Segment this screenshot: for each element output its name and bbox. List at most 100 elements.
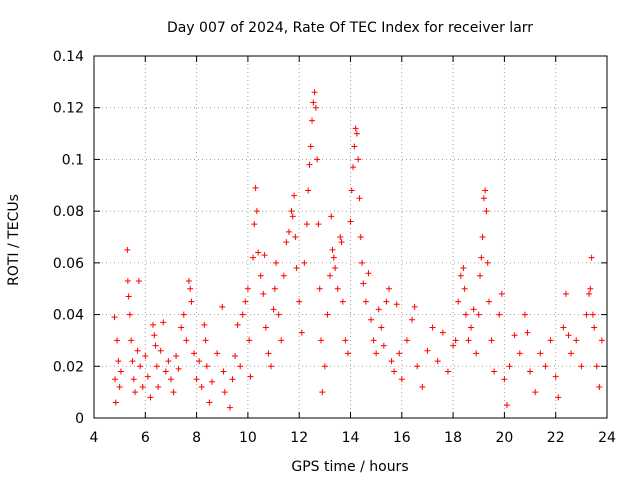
- data-point: [242, 298, 249, 305]
- data-point: [111, 314, 118, 321]
- data-point: [516, 350, 523, 357]
- data-point: [149, 321, 156, 328]
- data-point: [465, 337, 472, 344]
- y-tick-label: 0.14: [53, 49, 84, 65]
- data-point: [117, 368, 124, 375]
- data-point: [237, 363, 244, 370]
- data-point: [250, 254, 257, 261]
- data-point: [301, 259, 308, 266]
- data-point: [486, 298, 493, 305]
- data-point: [173, 352, 180, 359]
- data-point: [375, 306, 382, 313]
- data-point: [587, 285, 594, 292]
- data-point: [470, 306, 477, 313]
- data-point: [328, 213, 335, 220]
- data-point: [338, 239, 345, 246]
- data-point: [348, 187, 355, 194]
- data-point: [324, 311, 331, 318]
- data-point: [552, 373, 559, 380]
- data-point: [252, 184, 259, 191]
- data-point: [501, 376, 508, 383]
- data-point: [352, 125, 359, 132]
- y-tick-label: 0.08: [53, 204, 84, 220]
- data-point: [521, 311, 528, 318]
- data-point: [125, 293, 132, 300]
- data-point: [201, 321, 208, 328]
- data-point: [208, 378, 215, 385]
- y-tick-label: 0: [75, 411, 84, 427]
- data-point: [588, 254, 595, 261]
- data-point: [261, 252, 268, 259]
- data-point: [356, 195, 363, 202]
- data-point: [455, 298, 462, 305]
- data-point: [267, 363, 274, 370]
- data-point: [309, 117, 316, 124]
- data-point: [183, 337, 190, 344]
- data-point: [403, 337, 410, 344]
- data-point: [278, 337, 285, 344]
- data-point: [496, 311, 503, 318]
- data-point: [191, 350, 198, 357]
- y-tick-label: 0.1: [62, 152, 84, 168]
- data-point: [537, 350, 544, 357]
- data-point: [305, 187, 312, 194]
- data-point: [160, 319, 167, 326]
- data-point: [229, 376, 236, 383]
- data-point: [383, 298, 390, 305]
- data-point: [198, 383, 205, 390]
- data-point: [593, 363, 600, 370]
- data-point: [360, 280, 367, 287]
- data-point: [329, 246, 336, 253]
- data-point: [439, 329, 446, 336]
- data-point: [175, 365, 182, 372]
- data-point: [275, 311, 282, 318]
- data-point: [503, 402, 510, 409]
- data-point: [185, 277, 192, 284]
- grid-lines: [94, 56, 607, 418]
- data-point: [312, 104, 319, 111]
- data-point: [244, 285, 251, 292]
- data-point: [362, 298, 369, 305]
- x-tick-label: 12: [290, 430, 308, 446]
- data-point: [326, 272, 333, 279]
- data-point: [132, 389, 139, 396]
- data-point: [221, 389, 228, 396]
- data-point: [315, 221, 322, 228]
- y-tick-label: 0.12: [53, 101, 84, 117]
- data-point: [342, 337, 349, 344]
- data-point: [134, 347, 141, 354]
- x-tick-label: 6: [141, 430, 150, 446]
- data-point: [270, 306, 277, 313]
- y-axis-label: ROTI / TECUs: [6, 194, 22, 286]
- data-point: [591, 324, 598, 331]
- data-point: [542, 363, 549, 370]
- data-point: [187, 285, 194, 292]
- y-tick-label: 0.04: [53, 308, 84, 324]
- data-point: [484, 259, 491, 266]
- data-point: [586, 290, 593, 297]
- x-tick-label: 18: [444, 430, 462, 446]
- data-point: [307, 143, 314, 150]
- data-point: [555, 394, 562, 401]
- data-point: [565, 332, 572, 339]
- data-point: [112, 399, 119, 406]
- data-point: [370, 337, 377, 344]
- data-point: [251, 221, 258, 228]
- data-point: [196, 358, 203, 365]
- data-point: [378, 324, 385, 331]
- data-point: [316, 285, 323, 292]
- data-point: [203, 363, 210, 370]
- data-point: [424, 347, 431, 354]
- data-point: [253, 208, 260, 215]
- data-point: [170, 389, 177, 396]
- x-axis-label: GPS time / hours: [291, 459, 408, 475]
- data-point: [234, 321, 241, 328]
- data-point: [152, 342, 159, 349]
- y-tick-label: 0.06: [53, 256, 84, 272]
- data-point: [491, 368, 498, 375]
- data-point: [409, 316, 416, 323]
- data-point: [292, 234, 299, 240]
- data-point: [578, 363, 585, 370]
- data-point: [246, 337, 253, 344]
- data-point: [355, 156, 362, 163]
